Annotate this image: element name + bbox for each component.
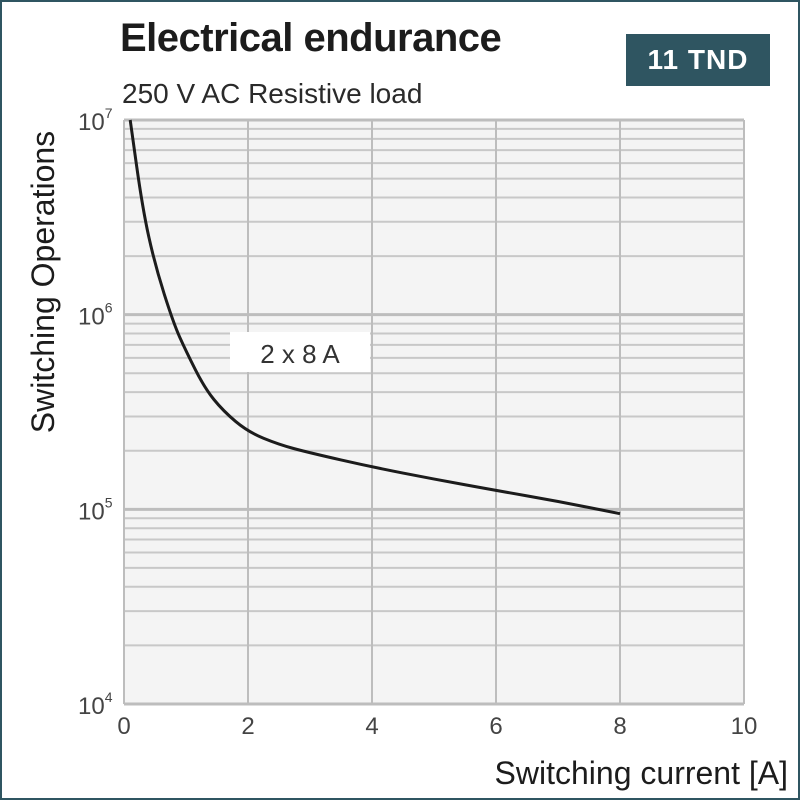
chart-title: Electrical endurance xyxy=(120,16,502,60)
grid-lines xyxy=(123,118,745,706)
x-tick-label: 10 xyxy=(731,713,758,740)
y-tick-label: 106 xyxy=(78,300,113,331)
x-axis-label: Switching current [A] xyxy=(495,755,788,791)
annotation-box xyxy=(230,332,370,372)
product-badge: 11 TND xyxy=(626,34,770,86)
annotation-group: 2 x 8 A xyxy=(230,332,370,372)
x-tick-label: 4 xyxy=(365,713,378,740)
y-tick-label: 107 xyxy=(78,105,113,136)
x-tick-label: 8 xyxy=(613,713,626,740)
chart-subtitle: 250 V AC Resistive load xyxy=(122,78,423,109)
y-tick-labels: 104 105 106 107 xyxy=(78,105,113,720)
annotation-label: 2 x 8 A xyxy=(260,339,340,369)
x-tick-label: 0 xyxy=(117,713,130,740)
plot-area xyxy=(124,120,744,704)
x-tick-label: 2 xyxy=(241,713,254,740)
y-tick-label: 105 xyxy=(78,494,113,525)
x-tick-labels: 0 2 4 6 8 10 xyxy=(117,713,757,740)
y-tick-label: 104 xyxy=(78,689,113,720)
endurance-curve xyxy=(128,119,621,516)
x-tick-label: 6 xyxy=(489,713,502,740)
y-axis-label: Switching Operations xyxy=(25,131,61,433)
